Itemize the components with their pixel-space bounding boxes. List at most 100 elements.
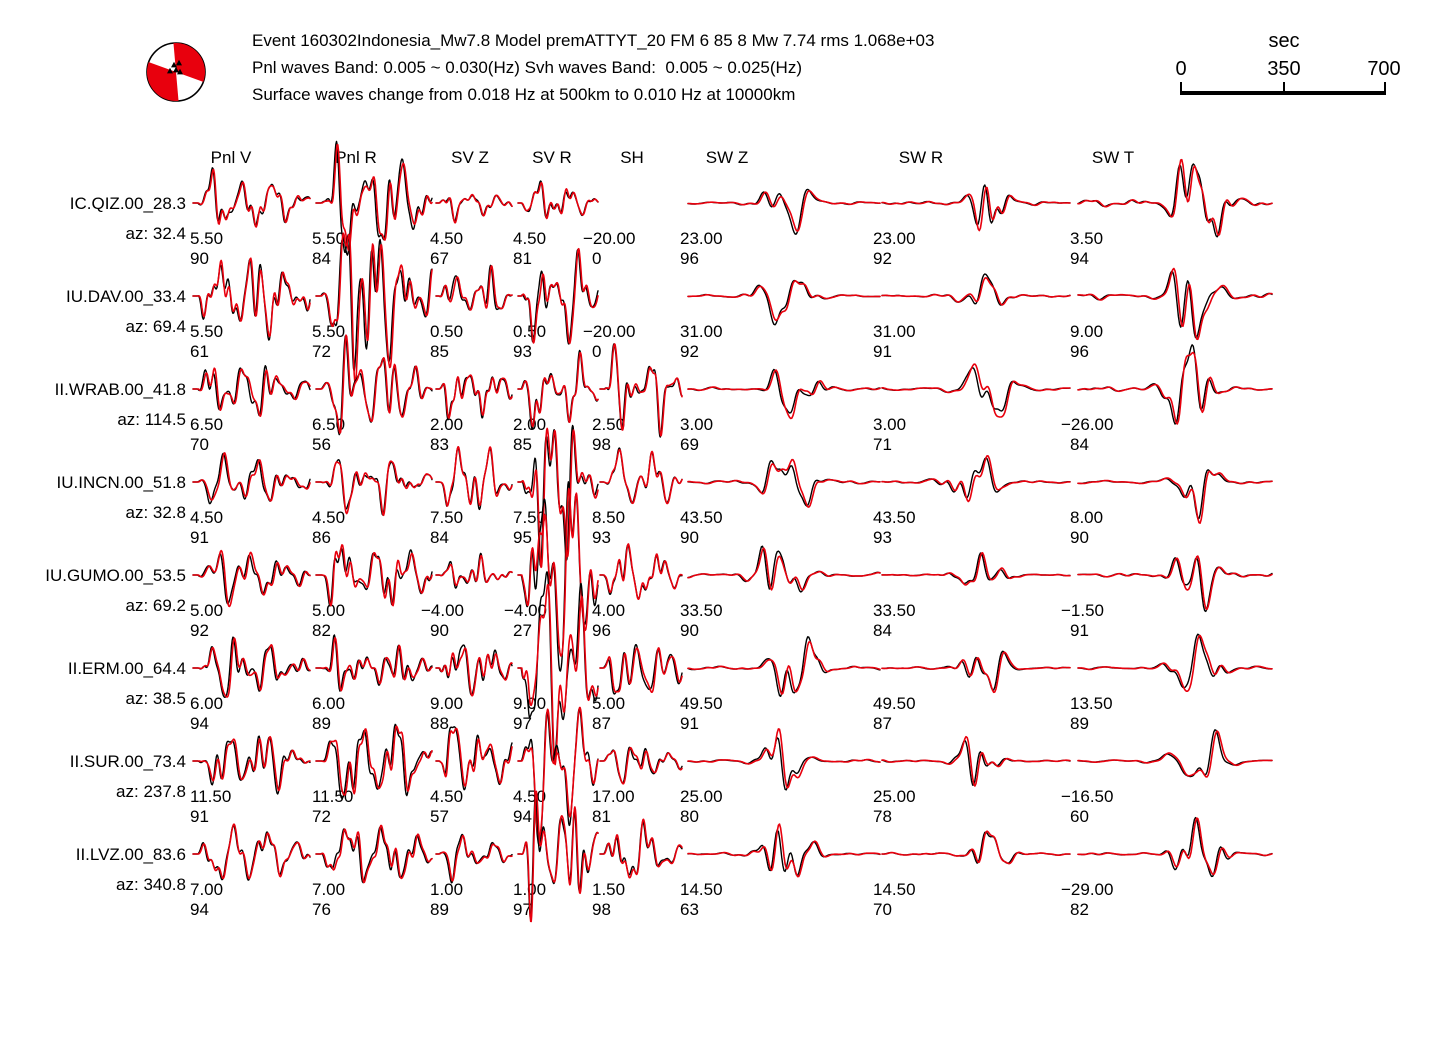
shift-value: 6.00	[190, 694, 224, 713]
shift-value: 7.50	[430, 508, 464, 527]
synthetic-trace	[315, 725, 433, 796]
shift-value: 6.50	[312, 415, 346, 434]
shift-value: 7.50	[513, 508, 547, 527]
corr-value: 91	[680, 714, 699, 733]
observed-trace	[435, 833, 513, 884]
observed-trace	[517, 180, 599, 219]
corr-value: 80	[680, 807, 699, 826]
synthetic-trace	[881, 276, 1071, 306]
observed-trace	[599, 544, 683, 600]
figure-title: Event 160302Indonesia_Mw7.8 Model premAT…	[252, 31, 935, 50]
corr-value: 94	[190, 714, 209, 733]
observed-trace	[435, 194, 513, 222]
observed-trace	[687, 636, 881, 697]
station-label: IU.DAV.00_33.4	[65, 287, 186, 306]
shift-value: 8.00	[1070, 508, 1104, 527]
synthetic-trace	[599, 448, 683, 505]
shift-value: 2.00	[430, 415, 464, 434]
observed-trace	[881, 367, 1071, 412]
station-label: II.WRAB.00_41.8	[54, 380, 186, 399]
station-label: II.ERM.00_64.4	[67, 659, 186, 678]
shift-value: −4.00	[421, 601, 465, 620]
station-label: IU.INCN.00_51.8	[56, 473, 186, 492]
synthetic-trace	[1077, 555, 1273, 611]
corr-value: 91	[873, 342, 892, 361]
corr-value: 91	[1070, 621, 1089, 640]
shift-value: 23.00	[680, 229, 723, 248]
corr-value: 92	[190, 621, 209, 640]
station-marker-triangle	[167, 67, 173, 74]
synthetic-trace	[687, 547, 881, 591]
shift-value: 49.50	[680, 694, 723, 713]
corr-value: 86	[312, 528, 331, 547]
shift-value: −26.00	[1061, 415, 1114, 434]
corr-value: 84	[873, 621, 892, 640]
corr-value: 83	[430, 435, 449, 454]
synthetic-trace	[599, 747, 683, 785]
corr-value: 70	[873, 900, 892, 919]
corr-value: 92	[873, 249, 892, 268]
corr-value: 87	[873, 714, 892, 733]
azimuth-label: az: 38.5	[125, 689, 187, 708]
station-marker-triangle	[173, 66, 179, 73]
corr-value: 70	[190, 435, 209, 454]
azimuth-label: az: 69.4	[125, 317, 187, 336]
observed-trace	[315, 547, 433, 607]
corr-value: 72	[312, 807, 331, 826]
observed-trace	[687, 737, 881, 791]
corr-value: 90	[680, 528, 699, 547]
observed-trace	[435, 264, 513, 311]
synthetic-trace	[599, 818, 683, 879]
timescale-tick-700	[1384, 82, 1386, 91]
corr-value: 61	[190, 342, 209, 361]
shift-value: 3.00	[680, 415, 714, 434]
shift-value: 13.50	[1070, 694, 1113, 713]
shift-value: 4.50	[430, 229, 464, 248]
synthetic-trace	[881, 363, 1071, 418]
column-header-sh: SH	[620, 148, 644, 167]
timescale-bar	[1180, 91, 1386, 95]
synthetic-trace	[315, 636, 433, 692]
column-header-sw-z: SW Z	[705, 148, 749, 167]
azimuth-label: az: 237.8	[116, 782, 186, 801]
observed-trace	[1077, 557, 1273, 613]
column-header-sv-z: SV Z	[451, 148, 489, 167]
observed-trace	[192, 167, 311, 227]
corr-value: 91	[190, 807, 209, 826]
synthetic-trace	[1077, 817, 1273, 876]
corr-value: 91	[190, 528, 209, 547]
corr-value: 90	[680, 621, 699, 640]
observed-trace	[881, 457, 1071, 499]
observed-trace	[687, 545, 881, 593]
observed-trace	[687, 279, 881, 326]
shift-value: 25.00	[680, 787, 723, 806]
synthetic-trace	[1077, 351, 1273, 425]
synthetic-trace	[1077, 158, 1273, 237]
synthetic-trace	[517, 181, 599, 220]
corr-value: 92	[680, 342, 699, 361]
observed-trace	[881, 650, 1071, 691]
corr-value: 89	[312, 714, 331, 733]
synthetic-trace	[435, 647, 513, 697]
observed-trace	[881, 552, 1071, 585]
shift-value: 4.50	[190, 508, 224, 527]
station-marker-triangle	[176, 59, 182, 66]
shift-value: −4.00	[504, 601, 548, 620]
observed-trace	[315, 459, 433, 516]
observed-trace	[192, 636, 311, 698]
corr-value: 96	[680, 249, 699, 268]
station-label: IU.GUMO.00_53.5	[45, 566, 186, 585]
corr-value: 95	[513, 528, 532, 547]
corr-value: 0	[592, 342, 602, 361]
azimuth-label: az: 32.8	[125, 503, 187, 522]
corr-value: 56	[312, 435, 331, 454]
observed-trace	[315, 234, 433, 372]
synthetic-trace	[687, 728, 881, 789]
corr-value: 98	[592, 900, 611, 919]
station-label: II.SUR.00_73.4	[69, 752, 186, 771]
timescale-tick-label-350: 350	[1267, 58, 1301, 80]
corr-value: 94	[190, 900, 209, 919]
station-marker-triangle	[177, 68, 183, 75]
corr-value: 93	[592, 528, 611, 547]
corr-value: 67	[430, 249, 449, 268]
